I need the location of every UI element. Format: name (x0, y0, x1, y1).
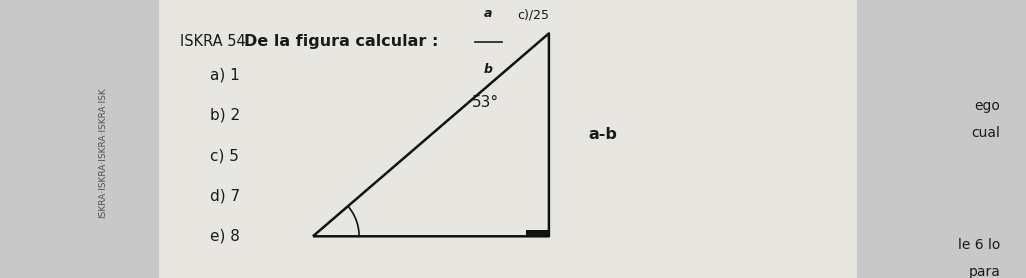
Text: d) 7: d) 7 (210, 188, 240, 203)
Text: c) 5: c) 5 (210, 148, 239, 163)
Text: cual: cual (972, 126, 1000, 140)
Text: De la figura calcular :: De la figura calcular : (244, 34, 444, 49)
Text: a-b: a-b (588, 127, 617, 142)
Text: a) 1: a) 1 (210, 68, 240, 83)
Text: para: para (969, 265, 1000, 278)
Text: c)/25: c)/25 (517, 8, 550, 21)
Text: 53°: 53° (472, 95, 499, 110)
Text: ISKRA·ISKRA·ISKRA·ISKRA·ISK: ISKRA·ISKRA·ISKRA·ISKRA·ISK (98, 88, 107, 218)
Bar (526, 230, 549, 236)
Bar (159, 0, 857, 278)
Text: b) 2: b) 2 (210, 108, 240, 123)
Text: ego: ego (975, 99, 1000, 113)
Text: le 6 lo: le 6 lo (958, 238, 1000, 252)
Text: ISKRA 54.: ISKRA 54. (180, 34, 254, 49)
Text: e) 8: e) 8 (210, 229, 240, 244)
Text: b: b (484, 63, 492, 76)
Text: a: a (484, 8, 492, 20)
